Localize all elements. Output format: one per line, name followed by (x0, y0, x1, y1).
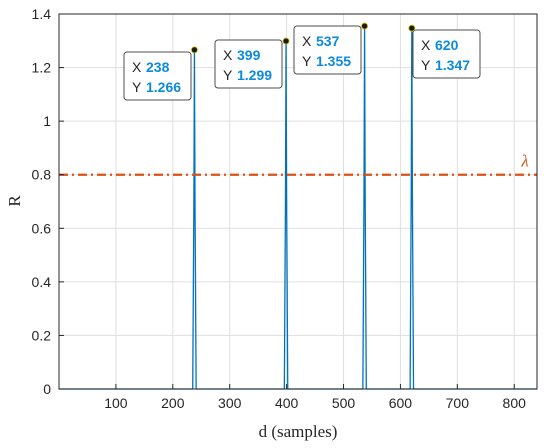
y-tick-label: 1.2 (32, 60, 52, 76)
datatip-x-value: 399 (237, 47, 261, 63)
datatip-box (123, 51, 192, 101)
y-axis-label: R (5, 195, 24, 207)
y-tick-label: 0.2 (32, 327, 52, 343)
datatip-y-value: 1.347 (435, 57, 470, 73)
datatip-y-value: 1.355 (316, 53, 351, 69)
x-tick-label: 300 (218, 395, 242, 411)
peak-marker (408, 24, 416, 32)
datatip-x-value: 620 (435, 37, 459, 53)
datatip-y-key: Y (132, 79, 142, 95)
datatip-x-value: 238 (146, 59, 170, 75)
datatip-x-key: X (421, 37, 431, 53)
datatip-y-key: Y (223, 67, 233, 83)
datatip-y-key: Y (421, 57, 431, 73)
y-tick-label: 0 (43, 381, 51, 397)
datatip-box (412, 29, 481, 79)
datatip-x-key: X (132, 59, 142, 75)
peak-marker (361, 22, 368, 30)
y-tick-label: 0.4 (32, 274, 52, 290)
axes-box (58, 13, 538, 390)
x-tick-label: 400 (275, 395, 299, 411)
x-tick-label: 100 (104, 395, 128, 411)
y-tick-label: 1.4 (32, 6, 52, 22)
peak-marker (191, 46, 198, 54)
y-tick-label: 0.8 (32, 167, 52, 183)
datatip-x-key: X (302, 33, 312, 49)
datatip-box (293, 25, 362, 75)
datatip-y-key: Y (302, 53, 312, 69)
peak-marker (282, 37, 290, 45)
datatip-x-value: 537 (316, 33, 340, 49)
datatip-y-value: 1.266 (146, 79, 181, 95)
x-tick-label: 800 (503, 395, 527, 411)
x-tick-label: 600 (389, 395, 413, 411)
datatip-box (214, 39, 283, 89)
y-tick-label: 1 (43, 113, 51, 129)
datatip-x-key: X (223, 47, 233, 63)
x-tick-label: 500 (332, 395, 356, 411)
y-tick-label: 0.6 (32, 220, 52, 236)
x-tick-label: 700 (446, 395, 470, 411)
threshold-layer: λ (59, 152, 537, 176)
x-tick-label: 200 (161, 395, 185, 411)
datatip-y-value: 1.299 (237, 67, 272, 83)
x-axis-label: d (samples) (259, 422, 338, 441)
ticks: 100 200 300 400 500 600 700 800 0 0.2 0.4 0.6 0.8 1 1.… (32, 6, 527, 411)
threshold-label: λ (520, 152, 528, 171)
